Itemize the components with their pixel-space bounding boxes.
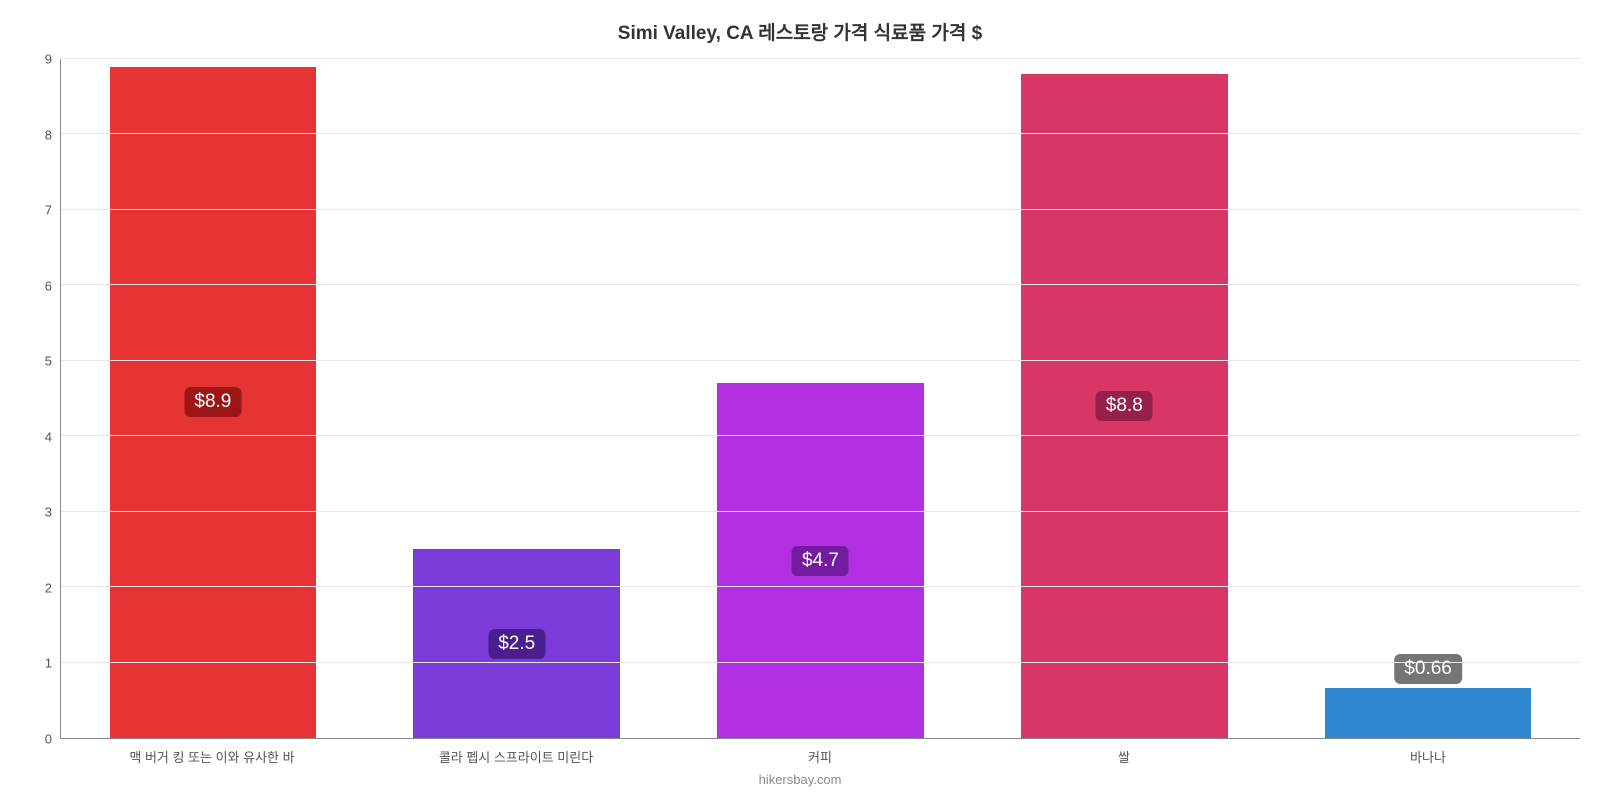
y-tick-label: 6 xyxy=(45,278,52,293)
bar-slot: $8.9 xyxy=(61,59,365,738)
bar-slot: $8.8 xyxy=(972,59,1276,738)
value-badge: $8.8 xyxy=(1096,391,1153,421)
gridline xyxy=(61,284,1580,285)
x-tick-label: 커피 xyxy=(668,739,972,766)
value-badge: $4.7 xyxy=(792,546,849,576)
plot-area: $8.9 $2.5 $4.7 $8.8 $0.66 xyxy=(60,59,1580,739)
y-tick-label: 5 xyxy=(45,354,52,369)
chart-title: Simi Valley, CA 레스토랑 가격 식료품 가격 $ xyxy=(20,10,1580,59)
x-axis: 맥 버거 킹 또는 이와 유사한 바콜라 펩시 스프라이트 미린다커피쌀바나나 xyxy=(60,739,1580,766)
gridline xyxy=(61,209,1580,210)
bar: $4.7 xyxy=(717,383,924,738)
bar: $2.5 xyxy=(413,549,620,738)
bar-slot: $0.66 xyxy=(1276,59,1580,738)
y-tick-label: 3 xyxy=(45,505,52,520)
bars-container: $8.9 $2.5 $4.7 $8.8 $0.66 xyxy=(61,59,1580,738)
y-tick-label: 7 xyxy=(45,203,52,218)
x-tick-label: 바나나 xyxy=(1276,739,1580,766)
gridline xyxy=(61,133,1580,134)
value-badge: $0.66 xyxy=(1394,654,1462,684)
gridline xyxy=(61,58,1580,59)
y-tick-label: 0 xyxy=(45,732,52,747)
value-badge: $8.9 xyxy=(184,387,241,417)
chart-source: hikersbay.com xyxy=(20,766,1580,787)
value-badge: $2.5 xyxy=(488,629,545,659)
x-tick-label: 콜라 펩시 스프라이트 미린다 xyxy=(364,739,668,766)
y-tick-label: 9 xyxy=(45,52,52,67)
y-axis: 0123456789 xyxy=(20,59,60,739)
bar-slot: $4.7 xyxy=(669,59,973,738)
y-tick-label: 1 xyxy=(45,656,52,671)
gridline xyxy=(61,435,1580,436)
gridline xyxy=(61,360,1580,361)
y-tick-label: 2 xyxy=(45,580,52,595)
gridline xyxy=(61,511,1580,512)
gridline xyxy=(61,662,1580,663)
plot-row: 0123456789 $8.9$2.5$4.7$8.8$0.66 xyxy=(20,59,1580,739)
y-tick-label: 4 xyxy=(45,429,52,444)
gridline xyxy=(61,586,1580,587)
bar: $8.9 xyxy=(110,67,317,738)
y-tick-label: 8 xyxy=(45,127,52,142)
bar: $0.66 xyxy=(1325,688,1532,738)
bar: $8.8 xyxy=(1021,74,1228,738)
bar-chart: Simi Valley, CA 레스토랑 가격 식료품 가격 $ 0 1 2 3 4 5 6… xyxy=(0,0,1600,800)
bar-slot: $2.5 xyxy=(365,59,669,738)
x-tick-label: 맥 버거 킹 또는 이와 유사한 바 xyxy=(60,739,364,766)
x-tick-label: 쌀 xyxy=(972,739,1276,766)
